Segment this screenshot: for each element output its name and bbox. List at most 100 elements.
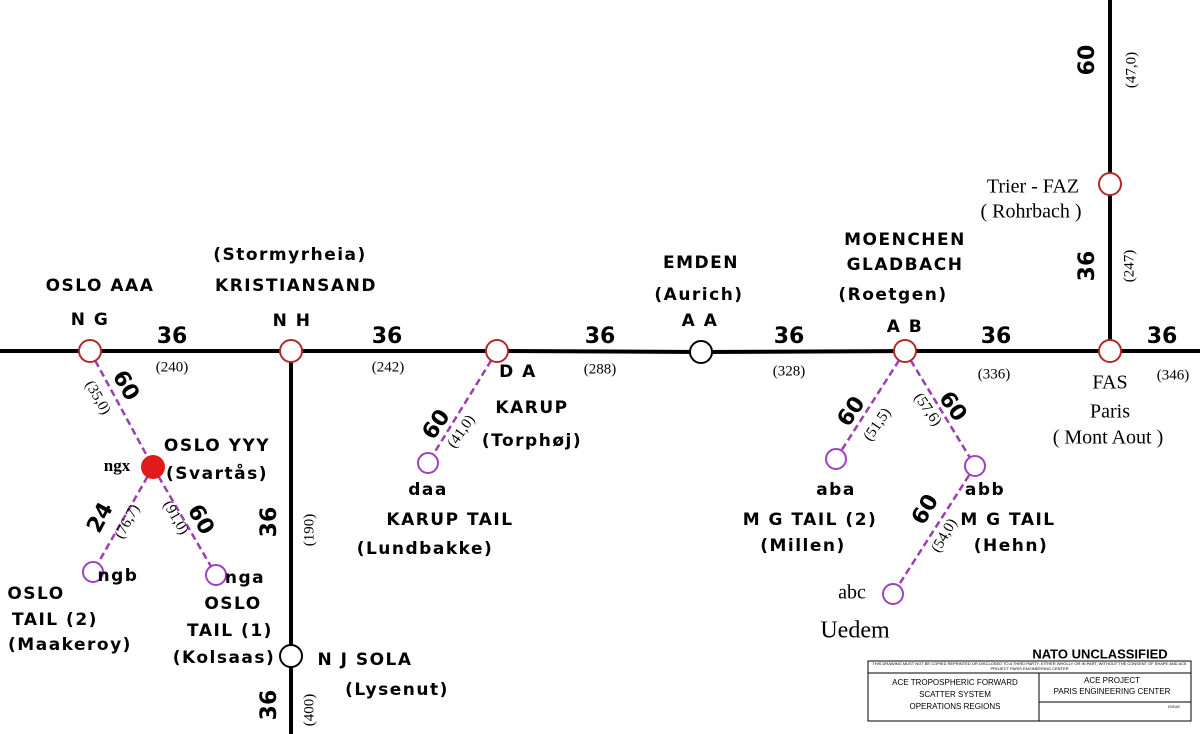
station-label: (Torphøj) xyxy=(482,431,582,451)
distance-label: (47,0) xyxy=(1123,52,1139,88)
station-label: (Roetgen) xyxy=(838,285,947,305)
channel-label: 36 xyxy=(585,324,616,349)
station xyxy=(141,455,165,479)
microwave-link xyxy=(91,466,155,573)
station-label: A A xyxy=(682,311,719,331)
station-label: aba xyxy=(816,480,856,500)
channel-label: 60 xyxy=(107,366,144,405)
distance-label: (288) xyxy=(584,361,617,377)
microwave-link xyxy=(903,350,977,467)
notice: THIS DRAWING MUST NOT BE COPIED REPRINTE… xyxy=(872,661,1187,671)
station-label: (Millen) xyxy=(760,536,846,556)
distance-label: (76,7) xyxy=(112,502,143,542)
station xyxy=(279,339,303,363)
channel-label: 36 xyxy=(1075,251,1100,282)
distance-label: (400) xyxy=(301,694,317,727)
station-label: A B xyxy=(887,317,924,337)
trunk-link xyxy=(496,349,702,354)
station-label: EMDEN xyxy=(663,253,739,273)
station-label: daa xyxy=(408,480,448,500)
station-label: OSLO xyxy=(204,594,261,614)
station-label: N J SOLA xyxy=(317,650,412,670)
classification: NATO UNCLASSIFIED xyxy=(1032,646,1167,661)
station-label: (Aurich) xyxy=(654,285,743,305)
distance-label: (247) xyxy=(1121,250,1137,283)
station-label: OSLO AAA xyxy=(46,276,155,296)
channel-label: 36 xyxy=(157,324,188,349)
station xyxy=(78,339,102,363)
station-label: Paris xyxy=(1090,401,1130,423)
station xyxy=(205,564,227,586)
station-label: GLADBACH xyxy=(847,255,964,275)
station-label: (Lysenut) xyxy=(345,680,449,700)
title-line: SCATTER SYSTEM xyxy=(919,690,991,699)
station xyxy=(485,339,509,363)
microwave-link xyxy=(891,465,977,595)
station-label: MOENCHEN xyxy=(844,230,966,250)
distance-label: (336) xyxy=(978,366,1011,382)
station-label: (Svartås) xyxy=(166,462,268,484)
station xyxy=(964,455,986,477)
station-label: N H xyxy=(273,311,312,331)
station-label: M G TAIL xyxy=(960,510,1055,530)
microwave-link xyxy=(88,350,155,468)
distance-label: (240) xyxy=(156,359,189,375)
station xyxy=(825,448,847,470)
station-label: Trier - FAZ xyxy=(987,176,1079,198)
station-label: FAS xyxy=(1092,372,1127,394)
station-label: (Kolsaas) xyxy=(173,648,276,668)
office-line: PARIS ENGINEERING CENTER xyxy=(1054,687,1171,696)
channel-label: 36 xyxy=(257,507,282,538)
station xyxy=(82,561,104,583)
station xyxy=(882,583,904,605)
distance-label: (242) xyxy=(372,359,405,375)
station xyxy=(417,452,439,474)
station-label: TAIL (1) xyxy=(187,621,273,641)
station-label: abb xyxy=(965,480,1005,500)
station-label: ( Rohrbach ) xyxy=(980,201,1081,223)
station xyxy=(893,339,917,363)
title-line: ACE TROPOSPHERIC FORWARD xyxy=(892,678,1018,687)
channel-label: 60 xyxy=(182,500,219,539)
channel-label: 36 xyxy=(257,690,282,721)
station xyxy=(1098,172,1122,196)
station-label: (Lundbakke) xyxy=(357,539,494,559)
station-label: (Stormyrheia) xyxy=(213,245,367,265)
station xyxy=(1098,339,1122,363)
station-label: M G TAIL (2) xyxy=(743,510,878,530)
distance-label: (346) xyxy=(1157,367,1190,383)
distance-label: (54,0) xyxy=(929,516,961,555)
trunk-link xyxy=(700,349,906,354)
station-label: D A xyxy=(499,362,537,382)
station-label: KRISTIANSAND xyxy=(215,276,377,296)
channel-label: 60 xyxy=(1075,45,1100,76)
channel-label: 36 xyxy=(774,324,805,349)
station-label: OSLO YYY xyxy=(164,436,270,456)
title-line: OPERATIONS REGIONS xyxy=(910,702,1001,711)
channel-label: 36 xyxy=(981,324,1012,349)
station-label: ngx xyxy=(104,456,131,475)
station-label: ngb xyxy=(98,566,139,586)
channel-label: 36 xyxy=(372,324,403,349)
title-block-background xyxy=(800,640,1200,734)
station-label: ( Mont Aout ) xyxy=(1053,427,1164,449)
channel-label: 60 xyxy=(833,392,871,431)
station-label: OSLO xyxy=(7,584,64,604)
station-label: Uedem xyxy=(820,618,890,644)
title-block: NATO UNCLASSIFIED THIS DRAWING MUST NOT … xyxy=(800,640,1200,734)
station-label: KARUP xyxy=(495,398,568,418)
title-frame xyxy=(867,660,1192,722)
station-label: abc xyxy=(838,582,866,604)
station-label: nga xyxy=(225,568,265,588)
channel-label: 36 xyxy=(1147,324,1178,349)
distance-label: (190) xyxy=(301,514,317,547)
station-label: KARUP TAIL xyxy=(386,510,513,530)
station-label: (Maakeroy) xyxy=(8,635,132,655)
distance-label: (328) xyxy=(773,363,806,379)
issue: ISSUE xyxy=(1168,704,1180,709)
station-label: TAIL (2) xyxy=(12,610,98,630)
station-label: N G xyxy=(71,310,110,330)
notice-box: THIS DRAWING MUST NOT BE COPIED REPRINTE… xyxy=(872,661,1187,671)
